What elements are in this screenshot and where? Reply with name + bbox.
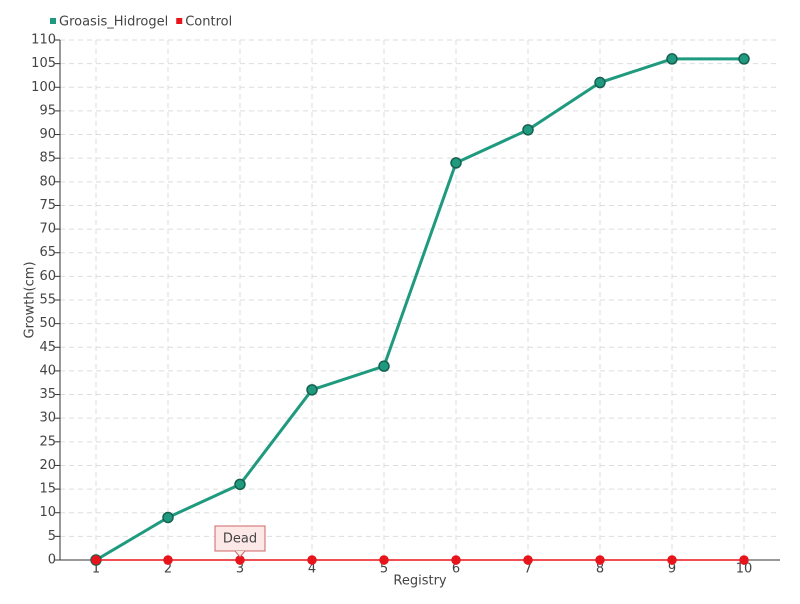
y-tick-label: 65 — [39, 245, 56, 260]
y-tick-label: 60 — [39, 269, 56, 284]
series-line — [95, 57, 744, 562]
data-point — [378, 360, 390, 372]
data-point — [523, 555, 533, 565]
legend-swatch — [176, 18, 183, 24]
annotation-pointer — [234, 550, 246, 558]
legend-swatch — [50, 18, 56, 24]
y-tick-label: 110 — [31, 33, 56, 48]
data-point — [307, 555, 317, 565]
y-tick-label: 45 — [39, 340, 56, 355]
data-point — [379, 555, 389, 565]
y-axis-label: Growth(cm) — [23, 261, 38, 338]
y-tick-label: 30 — [39, 411, 56, 426]
x-tick-label: 5 — [380, 562, 388, 577]
y-tick-label: 50 — [39, 316, 56, 331]
data-point — [667, 555, 677, 565]
data-point — [594, 76, 606, 89]
y-tick-label: 5 — [48, 529, 56, 544]
y-tick-label: 105 — [31, 56, 56, 71]
y-tick-label: 95 — [39, 103, 56, 118]
data-point — [451, 555, 461, 565]
x-tick-label: 4 — [308, 562, 316, 577]
x-tick-label: 6 — [452, 562, 460, 577]
x-tick-label: 1 — [92, 562, 100, 577]
data-point — [738, 53, 750, 65]
x-tick-label: 2 — [164, 562, 172, 577]
data-point — [739, 555, 749, 565]
y-tick-label: 40 — [39, 363, 56, 378]
x-tick-label: 8 — [596, 562, 604, 577]
data-point — [234, 478, 246, 491]
y-tick-label: 0 — [48, 553, 56, 568]
data-point — [306, 384, 318, 396]
data-point — [450, 157, 462, 169]
legend-label: Groasis_Hidrogel — [59, 15, 168, 30]
y-tick-label: 90 — [39, 127, 56, 142]
y-tick-label: 100 — [31, 80, 56, 95]
y-tick-label: 70 — [39, 222, 56, 237]
y-tick-label: 55 — [39, 293, 56, 308]
y-tick-label: 80 — [39, 174, 56, 189]
x-tick-label: 3 — [236, 562, 244, 577]
y-tick-label: 20 — [39, 458, 56, 473]
data-point — [522, 124, 534, 136]
annotation-text: Dead — [223, 532, 257, 547]
legend-label: Control — [185, 15, 232, 30]
data-point — [666, 53, 678, 65]
data-point — [162, 511, 174, 524]
annotation-box — [214, 525, 266, 552]
y-tick-label: 10 — [39, 505, 56, 520]
x-tick-label: 9 — [668, 562, 676, 577]
y-tick-label: 35 — [39, 387, 56, 402]
y-tick-label: 75 — [39, 198, 56, 213]
data-point — [595, 555, 605, 565]
x-tick-label: 7 — [524, 562, 532, 577]
x-tick-label: 10 — [736, 562, 753, 577]
data-point — [91, 555, 101, 565]
x-axis-label: Registry — [393, 574, 447, 589]
y-tick-label: 85 — [39, 151, 56, 166]
data-point — [163, 555, 173, 565]
y-tick-label: 15 — [39, 482, 56, 497]
y-tick-label: 25 — [39, 434, 56, 449]
